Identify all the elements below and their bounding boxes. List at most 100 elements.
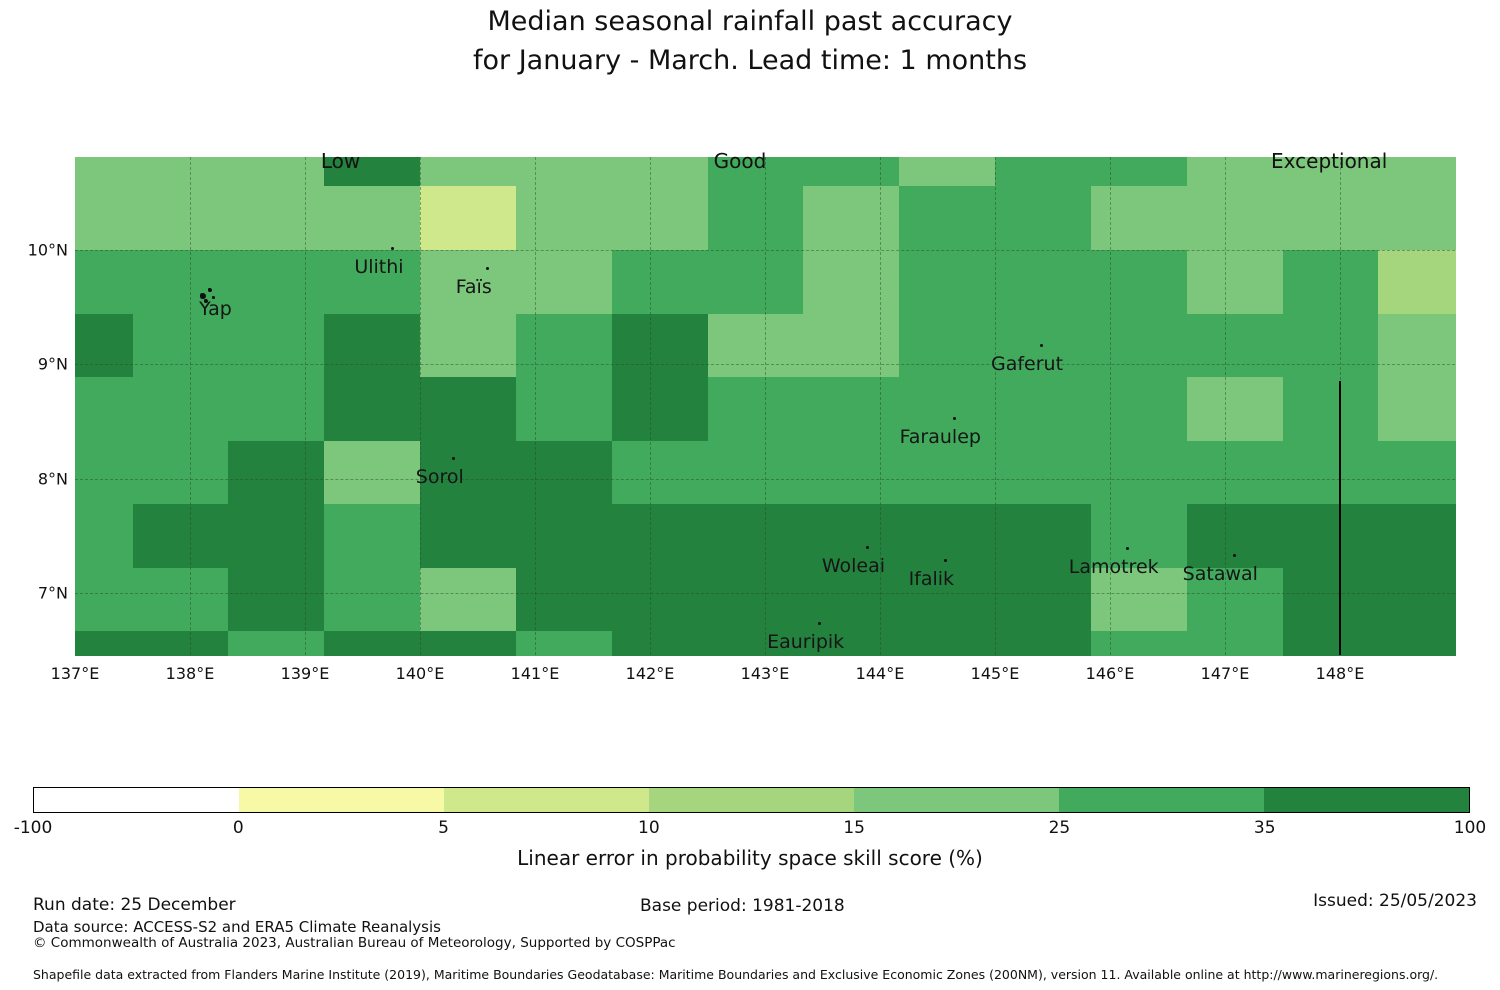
island-marker-icon xyxy=(1126,547,1130,551)
map-cell xyxy=(1282,567,1379,632)
map-cell xyxy=(803,313,900,378)
map-cell xyxy=(995,249,1092,315)
map-cell xyxy=(1090,157,1188,187)
chart-title-line1: Median seasonal rainfall past accuracy xyxy=(487,6,1013,37)
map-cell xyxy=(420,157,517,187)
map-cell xyxy=(1090,567,1188,632)
island-marker-icon xyxy=(207,287,212,292)
island-label: Ifalik xyxy=(908,567,955,590)
map-cell xyxy=(324,630,421,656)
y-axis-tick-label: 7°N xyxy=(37,583,68,603)
map-cell xyxy=(75,186,134,251)
colorbar-quality-label: Exceptional xyxy=(1271,149,1388,173)
island-marker-icon xyxy=(391,247,395,251)
map-cell xyxy=(324,503,421,569)
base-period-text: Base period: 1981-2018 xyxy=(640,896,845,916)
y-axis-tick-label: 8°N xyxy=(37,469,68,489)
map-cell xyxy=(1378,249,1456,315)
map-cell xyxy=(707,630,804,656)
lon-gridline xyxy=(765,157,766,655)
map-cell xyxy=(995,376,1092,442)
map-canvas: Yap Ulithi Faïs Sorol Gaferut Faraulep Woleai I… xyxy=(75,157,1456,656)
map-cell xyxy=(1090,503,1188,569)
map-cell xyxy=(611,503,709,569)
lat-gridline xyxy=(75,592,1455,594)
map-cell xyxy=(995,503,1092,569)
map-cell xyxy=(1378,186,1456,251)
island-label: Satawal xyxy=(1182,562,1258,585)
map-cell xyxy=(803,630,900,656)
lon-gridline xyxy=(995,157,996,655)
map-cell xyxy=(1378,440,1456,505)
x-axis-tick-label: 140°E xyxy=(395,664,445,683)
map-cell xyxy=(132,313,229,378)
island-label: Eauripik xyxy=(767,630,845,653)
eez-boundary-line xyxy=(1339,381,1341,655)
island-marker-icon xyxy=(952,417,956,421)
map-cell xyxy=(228,440,325,505)
x-axis-tick-label: 142°E xyxy=(625,664,675,683)
map-cell xyxy=(995,440,1092,505)
map-cell xyxy=(132,567,229,632)
island-marker-icon xyxy=(452,457,456,461)
x-axis-tick-label: 144°E xyxy=(855,664,905,683)
map-cell xyxy=(1090,313,1188,378)
island-label: Sorol xyxy=(415,465,464,488)
map-cell xyxy=(228,376,325,442)
map-cell xyxy=(995,313,1092,378)
map-cell xyxy=(1378,376,1456,442)
map-cell xyxy=(515,440,613,505)
map-cell xyxy=(132,630,229,656)
colorbar-segment xyxy=(1059,788,1264,812)
map-cell xyxy=(420,567,517,632)
map-cell xyxy=(707,186,804,251)
map-cell xyxy=(803,567,900,632)
map-cell xyxy=(803,376,900,442)
map-cell xyxy=(420,503,517,569)
colorbar-tick-label: 10 xyxy=(638,818,660,838)
map-cell xyxy=(75,313,134,378)
map-cell xyxy=(1378,630,1456,656)
y-axis-tick-label: 10°N xyxy=(27,240,68,260)
colorbar-axis-label: Linear error in probability space skill … xyxy=(517,846,983,870)
island-label: Gaferut xyxy=(990,352,1064,375)
map-cell xyxy=(324,186,421,251)
map-cell xyxy=(611,157,709,187)
map-cell xyxy=(707,249,804,315)
issued-date-text: Issued: 25/05/2023 xyxy=(1313,891,1477,911)
map-cell xyxy=(324,157,421,187)
island-marker-icon xyxy=(943,559,947,563)
y-axis-tick-label: 9°N xyxy=(37,354,68,374)
map-cell xyxy=(707,503,804,569)
chart-title-line2: for January - March. Lead time: 1 months xyxy=(472,45,1028,76)
island-marker-icon xyxy=(211,295,215,299)
colorbar-tick-label: 5 xyxy=(438,818,449,838)
map-cell xyxy=(1090,186,1188,251)
map-cell xyxy=(899,313,996,378)
map-cell xyxy=(1090,440,1188,505)
lon-gridline xyxy=(305,157,306,655)
colorbar-segment xyxy=(649,788,854,812)
island-label: Faraulep xyxy=(899,425,981,448)
map-cell xyxy=(1090,630,1188,656)
island-marker-icon xyxy=(818,622,822,626)
map-cell xyxy=(1186,157,1284,187)
map-cell xyxy=(1186,376,1284,442)
map-cell xyxy=(1378,313,1456,378)
island-label: Ulithi xyxy=(354,255,404,278)
map-cell xyxy=(707,313,804,378)
map-cell xyxy=(1378,503,1456,569)
colorbar xyxy=(33,787,1470,813)
map-cell xyxy=(1282,157,1379,187)
lon-gridline xyxy=(1225,157,1226,655)
map-cell xyxy=(228,567,325,632)
map-cell xyxy=(707,567,804,632)
map-cell xyxy=(1186,630,1284,656)
map-cell xyxy=(899,630,996,656)
map-cell xyxy=(899,440,996,505)
island-marker-icon xyxy=(203,298,208,303)
map-cell xyxy=(75,157,134,187)
map-cell xyxy=(1186,503,1284,569)
map-cell xyxy=(132,376,229,442)
colorbar-segment xyxy=(854,788,1059,812)
